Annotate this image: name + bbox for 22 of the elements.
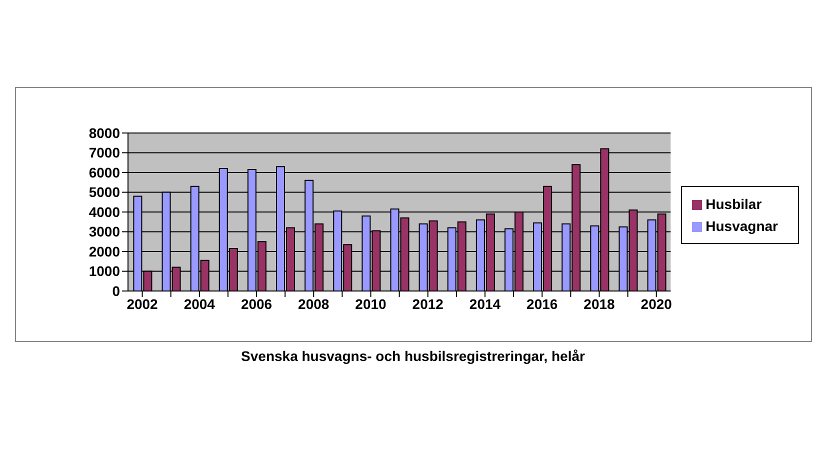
x-tick-label: 2006	[240, 296, 272, 312]
y-tick-label: 5000	[88, 184, 120, 200]
x-tick-label: 2002	[126, 296, 158, 312]
y-tick-label: 2000	[88, 243, 120, 260]
x-tick-label: 2010	[355, 296, 387, 312]
x-tick-label: 2012	[412, 296, 444, 312]
x-tick-label: 2020	[640, 296, 672, 312]
legend-label: Husbilar	[706, 196, 762, 212]
x-tick-label: 2008	[298, 296, 330, 312]
y-tick-label: 7000	[88, 144, 120, 161]
y-tick-label: 6000	[88, 164, 120, 180]
y-tick-label: 8000	[88, 124, 120, 141]
legend-label: Husvagnar	[706, 218, 778, 234]
text: Svenska husvagns- och husbilsregistreringar, helår	[240, 348, 586, 364]
y-tick-label: 3000	[88, 224, 120, 240]
x-tick-label: 2014	[469, 296, 501, 312]
x-tick-label: 2004	[184, 296, 216, 312]
x-tick-label: 2016	[526, 296, 558, 312]
y-tick-label: 4000	[88, 204, 120, 220]
x-tick-label: 2018	[584, 296, 616, 312]
y-tick-label: 0	[112, 282, 120, 299]
y-tick-label: 1000	[88, 263, 120, 280]
